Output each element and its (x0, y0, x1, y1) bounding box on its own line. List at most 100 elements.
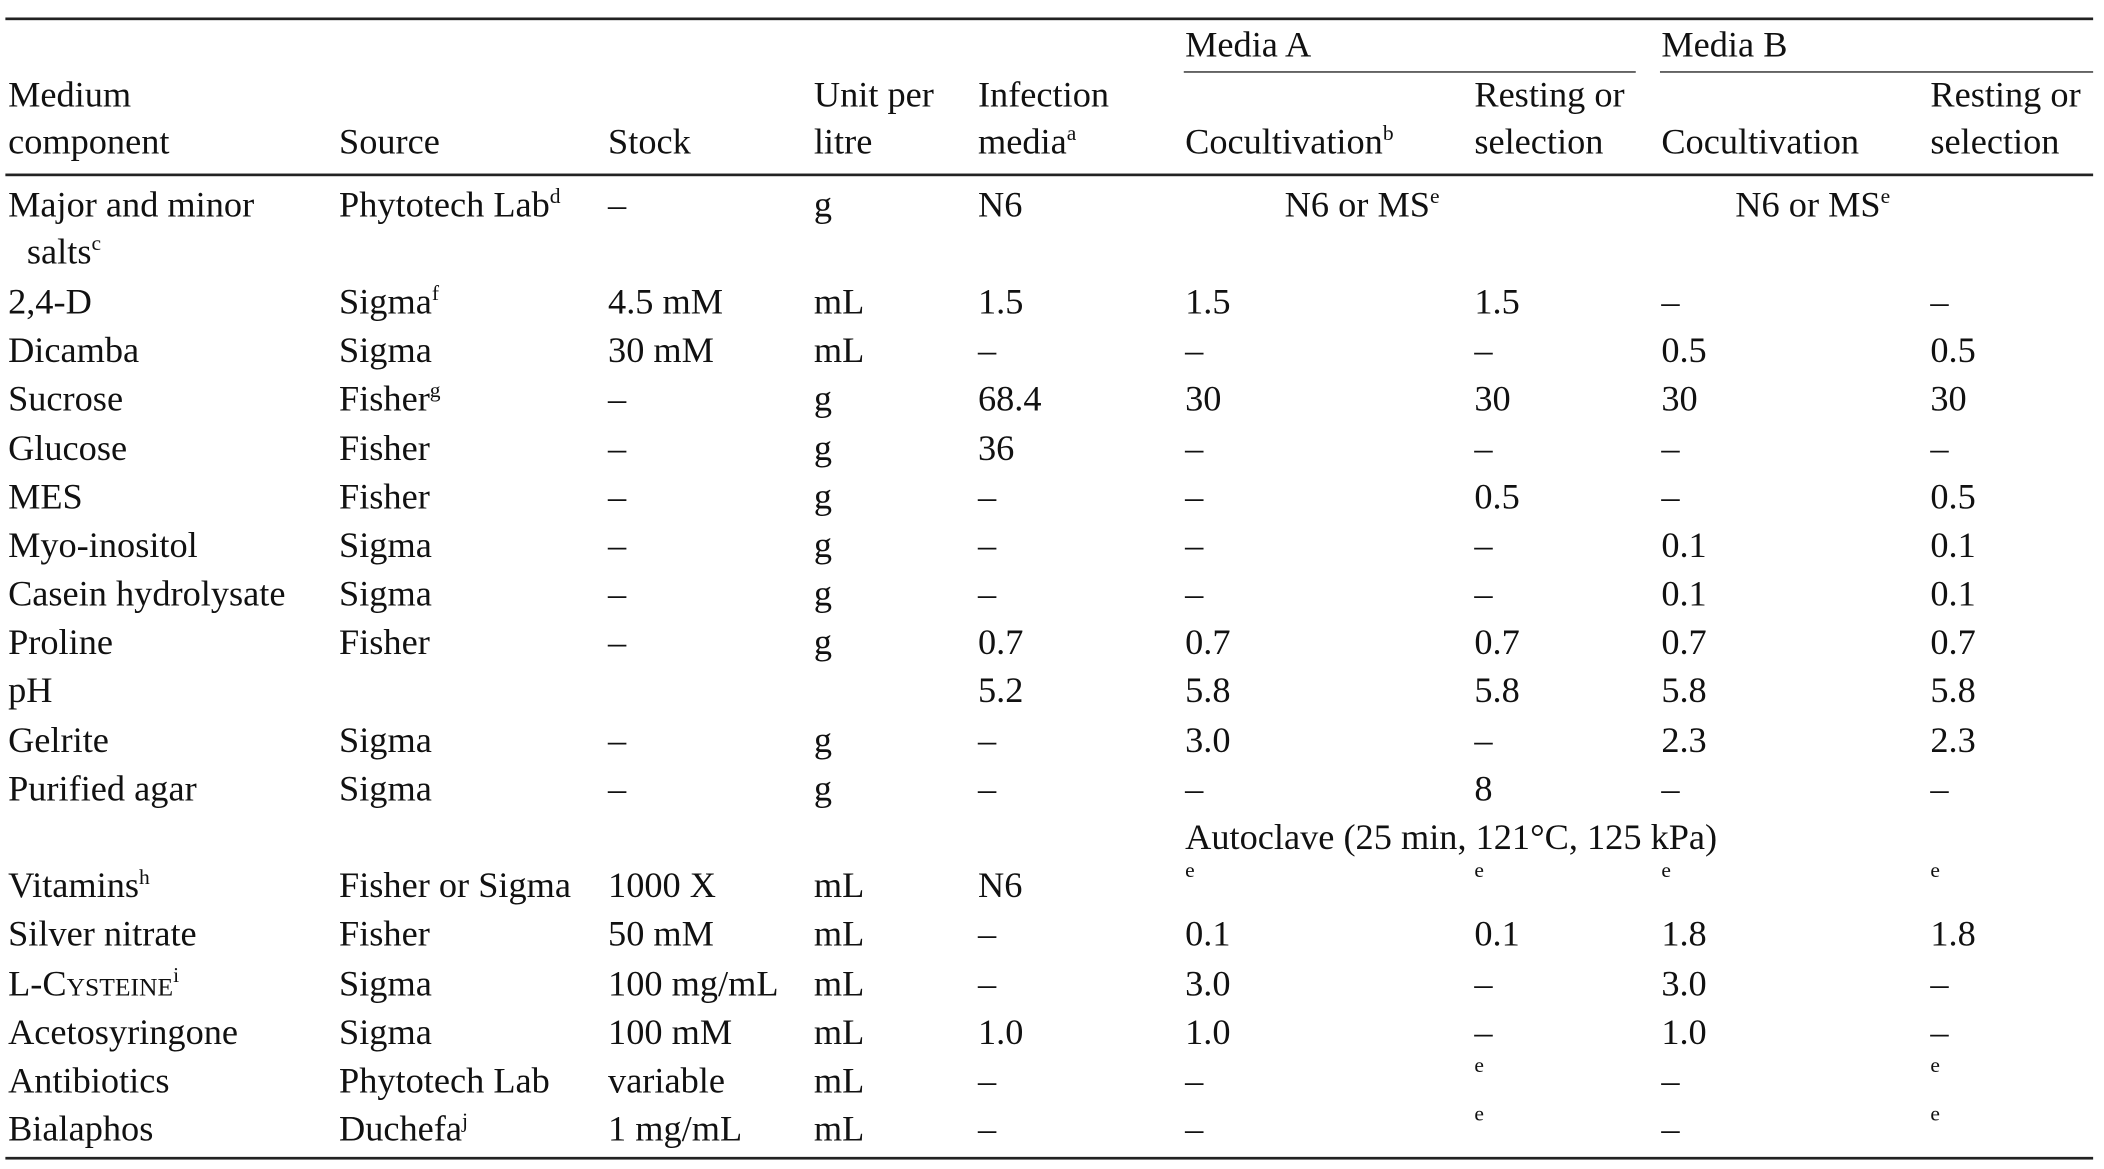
infection-cell: 0.7 (977, 621, 1024, 662)
infection-cell: – (977, 329, 997, 370)
a-resting-cell: – (1474, 1011, 1493, 1052)
infection-cell: – (977, 524, 997, 565)
a-resting-cell: e (1474, 1103, 1484, 1126)
stock-cell: variable (608, 1060, 725, 1101)
component-name: Glucose (8, 427, 128, 469)
salts-media-b: N6 or MSe (1735, 184, 1891, 225)
header-stock: Stock (608, 121, 691, 162)
b-resting-cell: 5.8 (1930, 669, 1976, 711)
unit-cell: mL (813, 864, 865, 906)
b-resting-cell: e (1930, 1103, 1940, 1126)
infection-cell: – (977, 1108, 997, 1149)
source-cell: Sigma (339, 767, 432, 811)
component-name: Myo-inositol (8, 524, 198, 565)
b-resting-cell: – (1930, 281, 1949, 322)
b-cocult-cell: – (1661, 1060, 1680, 1101)
a-resting-cell: 0.1 (1474, 913, 1520, 954)
component-cell: Bialaphos (8, 1107, 153, 1151)
a-resting-cell: 0.5 (1474, 476, 1520, 517)
component-cell: Casein hydrolysate (8, 572, 285, 616)
a-cocult-cell: 1.5 (1185, 281, 1231, 322)
a-resting-cell: 30 (1474, 378, 1511, 419)
source-name: Phytotech Lab (338, 1060, 550, 1101)
a-cocult-cell: 0.1 (1185, 913, 1231, 954)
footnote-mark: h (139, 866, 150, 890)
component-cell: Glucose (8, 426, 127, 470)
unit-cell: mL (813, 1060, 865, 1101)
b-resting-cell: – (1930, 1011, 1949, 1052)
b-resting-cell: 1.8 (1930, 913, 1976, 954)
stock-cell: 100 mg/mL (608, 963, 779, 1004)
source-cell: Sigma (339, 718, 432, 762)
source-cell: Fisher (339, 912, 430, 956)
component-cell: pH (8, 669, 52, 713)
footnote-mark: i (173, 964, 180, 988)
a-cocult-cell: – (1185, 524, 1204, 565)
a-cocult-cell: – (1185, 329, 1204, 370)
component-cell: MES (8, 475, 83, 519)
header-infection-line2: mediaa (977, 121, 1077, 162)
a-cocult-cell: – (1185, 1108, 1204, 1149)
header-b-cocultivation: Cocultivation (1661, 121, 1860, 162)
top-rule (5, 17, 2094, 21)
stock-cell: – (608, 621, 627, 662)
stock-cell: 100 mM (608, 1011, 733, 1052)
a-cocult-cell: 1.0 (1185, 1011, 1231, 1052)
unit-cell: mL (813, 963, 865, 1004)
component-name: Dicamba (8, 329, 140, 370)
component-cell: 2,4-D (8, 280, 92, 324)
b-cocult-cell: 5.8 (1661, 669, 1707, 711)
salts-source: Phytotech Labd (338, 184, 561, 225)
infection-cell: 1.0 (977, 1011, 1024, 1052)
infection-cell: 1.5 (977, 281, 1024, 322)
unit-cell: g (813, 476, 833, 517)
component-cell: Acetosyringone (8, 1010, 238, 1054)
a-cocult-cell: 30 (1185, 378, 1222, 419)
component-cell: Antibiotics (8, 1059, 169, 1103)
source-cell: Fisher or Sigma (339, 864, 571, 908)
source-name: Fisher (338, 621, 430, 662)
stock-cell: – (608, 476, 627, 517)
source-name: Sigma (338, 768, 432, 809)
source-name: Sigma (338, 281, 432, 322)
salts-stock: – (608, 184, 627, 225)
component-name: Proline (8, 621, 113, 662)
b-resting-cell: e (1930, 859, 1940, 883)
a-resting-cell: – (1474, 963, 1493, 1004)
b-cocult-cell: e (1661, 859, 1671, 883)
b-resting-cell: 0.7 (1930, 621, 1976, 662)
infection-cell: – (977, 573, 997, 614)
source-name: Fisher (338, 913, 430, 954)
b-cocult-cell: – (1661, 476, 1680, 517)
a-resting-cell: – (1474, 329, 1493, 370)
a-resting-cell: – (1474, 524, 1493, 565)
component-name: Gelrite (8, 719, 109, 761)
b-cocult-cell: 30 (1661, 378, 1698, 419)
b-cocult-cell: 2.3 (1661, 719, 1707, 761)
source-cell: Sigma (339, 1010, 432, 1054)
source-cell: Sigmaf (339, 280, 439, 324)
unit-cell: mL (813, 1011, 865, 1052)
component-name: Silver nitrate (8, 913, 197, 954)
a-cocult-cell: – (1185, 1060, 1204, 1101)
a-resting-cell: e (1474, 859, 1484, 883)
a-cocult-cell: – (1185, 427, 1204, 469)
infection-cell: 5.2 (977, 669, 1024, 711)
header-a-resting-line2: selection (1474, 121, 1604, 162)
infection-cell: – (977, 963, 997, 1004)
source-name: Fisher (338, 476, 430, 517)
b-cocult-cell: – (1661, 768, 1680, 809)
b-cocult-cell: – (1661, 427, 1680, 469)
media-a-rule (1183, 71, 1636, 73)
source-cell: Sigma (339, 962, 432, 1006)
stock-cell: 1 mg/mL (608, 1108, 743, 1149)
salts-component-line1: Major and minor (8, 184, 255, 225)
stock-cell: – (608, 378, 627, 419)
component-name: Vitamins (8, 864, 140, 906)
infection-cell: – (977, 768, 997, 809)
infection-cell: – (977, 913, 997, 954)
header-medium-line1: Medium (8, 73, 132, 115)
source-name: Duchefa (338, 1108, 463, 1149)
header-medium-line2: component (8, 121, 170, 162)
salts-infection: N6 (977, 184, 1023, 225)
